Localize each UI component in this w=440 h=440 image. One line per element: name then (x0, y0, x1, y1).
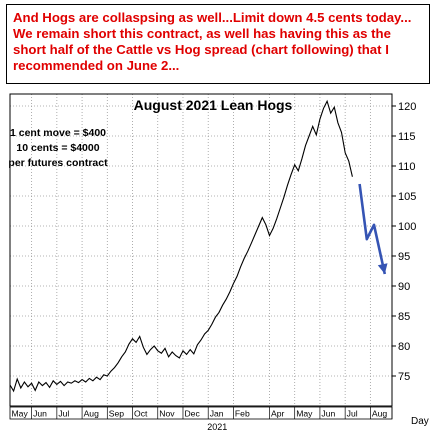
price-series-line (9, 99, 353, 393)
y-tick-label: 85 (398, 311, 410, 323)
y-axis: 75 80 85 90 95 100 105 110 115 120 (392, 101, 416, 383)
year-label: 2021 (207, 422, 227, 432)
note-line-3: per futures contract (8, 157, 108, 169)
y-tick-label: 90 (398, 281, 410, 293)
y-tick-label: 105 (398, 191, 416, 203)
month-label: Jun (33, 409, 47, 419)
y-tick-label: 115 (398, 131, 416, 143)
projection-arrowhead (377, 263, 388, 274)
month-label: Jul (58, 409, 69, 419)
commentary-text: And Hogs are collaspsing as well...Limit… (13, 10, 412, 73)
contract-note: 1 cent move = $400 10 cents = $4000 per … (8, 127, 108, 169)
month-label: May (12, 409, 29, 419)
grid (10, 94, 393, 406)
y-tick-label: 110 (398, 161, 416, 173)
month-label: May (296, 409, 313, 419)
y-tick-label: 75 (398, 371, 410, 383)
month-label: Jul (347, 409, 358, 419)
commentary-box: And Hogs are collaspsing as well...Limit… (6, 4, 430, 84)
chart-title: August 2021 Lean Hogs (134, 97, 293, 113)
note-line-2: 10 cents = $4000 (16, 142, 99, 154)
month-label: Aug (84, 409, 100, 419)
y-tick-label: 100 (398, 221, 416, 233)
month-label: Jan (210, 409, 224, 419)
month-label: Apr (271, 409, 285, 419)
y-tick-label: 120 (398, 101, 416, 113)
y-tick-label: 80 (398, 341, 410, 353)
month-label: Feb (235, 409, 250, 419)
month-label: Nov (159, 409, 175, 419)
y-tick-label: 95 (398, 251, 410, 263)
note-line-1: 1 cent move = $400 (10, 127, 106, 139)
projection-arrow-line (358, 183, 387, 275)
month-label: Sep (109, 409, 125, 419)
month-label: Oct (134, 409, 148, 419)
x-axis-label: Day (411, 416, 429, 427)
x-axis: May Jun Jul Aug Sep Oct Nov Dec Jan Feb Apr May Jun J… (9, 406, 393, 420)
month-label: Dec (184, 409, 200, 419)
month-label: Aug (372, 409, 388, 419)
month-label: Jun (321, 409, 335, 419)
plot-frame (9, 93, 393, 407)
